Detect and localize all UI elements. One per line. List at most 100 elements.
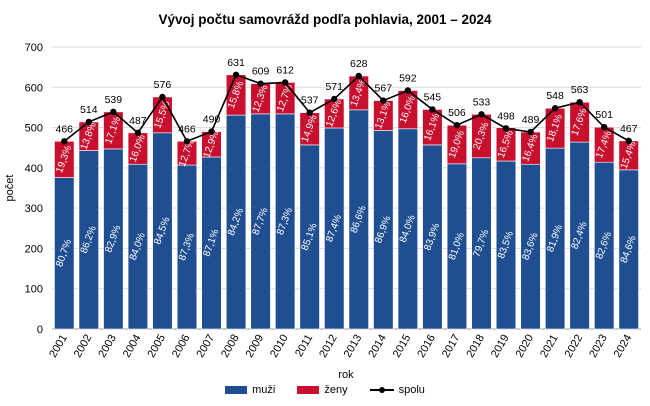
total-label: 506	[448, 107, 466, 119]
bars	[54, 74, 639, 330]
total-label: 514	[80, 104, 98, 116]
total-label: 537	[301, 95, 319, 107]
x-tick-label: 2013	[342, 333, 365, 360]
total-label: 628	[350, 58, 368, 70]
total-label: 571	[325, 81, 343, 93]
total-point-2010	[281, 79, 289, 86]
total-label: 563	[571, 84, 589, 96]
total-label: 489	[522, 114, 540, 126]
x-tick-label: 2006	[170, 333, 193, 360]
total-point-2016	[429, 106, 436, 113]
total-label: 576	[154, 79, 172, 91]
total-point-2018	[478, 111, 485, 118]
x-tick-label: 2005	[145, 333, 168, 360]
x-tick-label: 2014	[366, 333, 389, 360]
total-label: 467	[620, 123, 638, 135]
total-point-2024	[625, 137, 632, 145]
y-tick-label: 300	[25, 203, 43, 215]
y-tick-label: 0	[37, 324, 43, 336]
x-axis-label: rok	[338, 369, 354, 381]
y-tick-label: 600	[25, 82, 43, 94]
y-tick-label: 500	[25, 123, 43, 135]
total-label: 501	[595, 109, 613, 121]
legend-item-spolu: spolu	[369, 384, 425, 396]
total-label: 539	[105, 94, 123, 106]
x-tick-label: 2003	[96, 333, 119, 360]
x-tick-label: 2010	[268, 333, 291, 360]
total-point-2019	[502, 125, 510, 132]
total-point-2020	[527, 128, 534, 136]
total-point-2008	[232, 71, 240, 78]
x-tick-label: 2009	[244, 333, 267, 360]
y-axis-ticks: 0 100 200 300 400 500 600 700	[25, 42, 43, 336]
total-label: 487	[129, 115, 147, 127]
total-point-2004	[134, 129, 142, 137]
x-tick-label: 2002	[72, 333, 95, 360]
legend-label-zeny: ženy	[324, 384, 348, 396]
total-label: 498	[497, 110, 515, 122]
legend-label-muzi: muži	[252, 384, 276, 396]
x-tick-label: 2011	[293, 333, 315, 359]
total-point-2002	[85, 118, 93, 126]
x-tick-label: 2017	[440, 333, 463, 360]
total-label: 466	[178, 123, 196, 135]
x-tick-label: 2016	[415, 333, 438, 360]
legend-item-muzi: muži	[225, 384, 275, 396]
total-label: 490	[203, 114, 221, 126]
total-label: 533	[473, 96, 491, 108]
y-tick-label: 700	[25, 42, 43, 54]
total-point-2017	[453, 121, 461, 129]
total-label: 631	[227, 57, 245, 69]
chart-title: Vývoj počtu samovrážd podľa pohlavia, 20…	[158, 12, 492, 27]
legend-swatch-zeny	[297, 386, 320, 394]
legend-swatch-muzi	[225, 386, 248, 394]
total-label: 545	[424, 91, 442, 103]
total-point-2009	[257, 80, 264, 87]
x-tick-label: 2023	[587, 333, 610, 360]
x-tick-label: 2021	[538, 333, 561, 360]
y-tick-label: 400	[25, 163, 43, 175]
x-tick-label: 2007	[194, 333, 217, 360]
x-tick-label: 2001	[47, 333, 70, 360]
y-tick-label: 200	[25, 243, 43, 255]
total-point-2015	[404, 87, 412, 94]
total-point-2023	[600, 123, 608, 131]
legend: muži ženy spolu	[0, 384, 650, 396]
total-point-2006	[183, 138, 191, 145]
x-tick-label: 2012	[317, 333, 340, 360]
x-tick-label: 2022	[563, 333, 586, 360]
total-point-2007	[208, 128, 215, 135]
x-tick-label: 2019	[489, 333, 512, 360]
y-axis-label: počet	[4, 175, 16, 202]
total-label: 567	[375, 83, 393, 95]
legend-label-spolu: spolu	[398, 384, 425, 396]
total-point-2003	[110, 108, 117, 116]
total-point-2011	[306, 109, 313, 116]
total-label: 466	[56, 123, 74, 135]
total-line-path	[63, 73, 630, 143]
x-axis-ticks: 2001 2002 2003 2004 2005 2006 2007 2008 2009 2010…	[47, 333, 634, 360]
total-point-2014	[380, 97, 387, 104]
total-label: 548	[546, 90, 564, 102]
x-tick-label: 2020	[514, 333, 537, 360]
x-tick-label: 2015	[391, 333, 414, 360]
total-point-2005	[159, 93, 166, 101]
total-label: 592	[399, 73, 417, 85]
x-tick-label: 2024	[612, 333, 635, 360]
total-label: 612	[276, 64, 294, 76]
legend-swatch-spolu	[369, 386, 394, 394]
total-point-2021	[551, 105, 559, 112]
total-point-2001	[61, 138, 68, 145]
x-tick-label: 2004	[121, 333, 144, 360]
total-point-2013	[355, 72, 362, 80]
y-tick-label: 100	[25, 284, 43, 296]
total-point-2022	[576, 98, 583, 106]
total-point-2012	[331, 95, 338, 103]
x-tick-label: 2018	[464, 333, 487, 360]
total-line: 466 514 539 487 576 466 490 631 609 612 537 571 628 5…	[56, 57, 638, 145]
gridlines	[52, 46, 641, 330]
total-label: 609	[252, 66, 270, 78]
x-tick-label: 2008	[219, 333, 242, 360]
legend-item-zeny: ženy	[297, 384, 348, 396]
